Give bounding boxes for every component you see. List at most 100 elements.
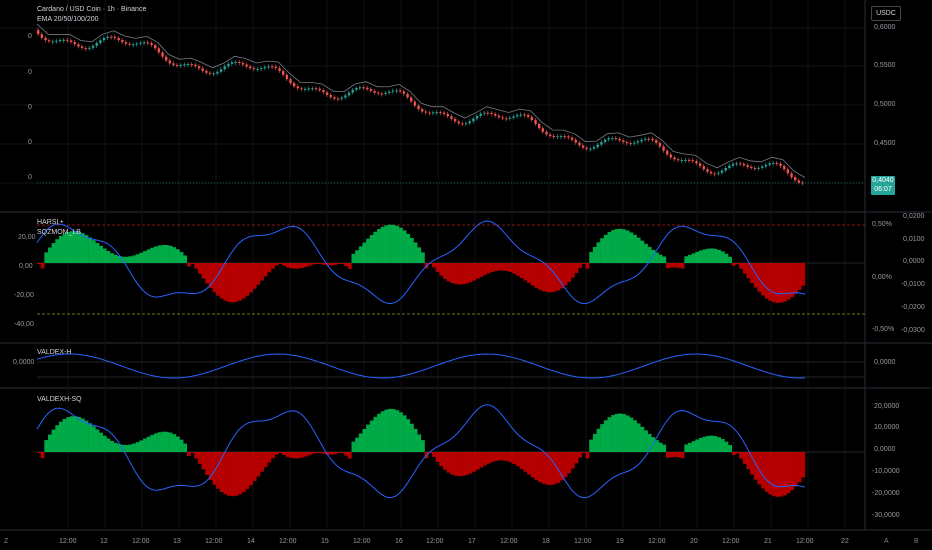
histogram-bar [135, 254, 140, 263]
histogram-bar [468, 452, 473, 474]
histogram-bar [37, 263, 41, 264]
sqzmom-indicator-label[interactable]: SQZMOM_LB [37, 229, 81, 236]
histogram-bar [702, 249, 707, 263]
histogram-bar [636, 237, 641, 263]
harsi-indicator-label[interactable]: HARSI • [37, 219, 63, 226]
candle-body [570, 137, 574, 140]
candle-body [655, 140, 658, 143]
candle-body [395, 90, 398, 92]
candle-body [260, 68, 263, 70]
histogram-bar [172, 434, 177, 452]
histogram-bar [391, 224, 396, 263]
candle-body [110, 36, 113, 38]
candle-body [633, 142, 636, 144]
candle-body [325, 92, 329, 95]
ema-indicator-label[interactable]: EMA 20/50/100/200 [37, 16, 99, 23]
candle-body [742, 163, 746, 166]
histogram-bar [618, 413, 623, 452]
histogram-bar [212, 452, 217, 485]
candle-body [739, 163, 742, 165]
histogram-bar [446, 452, 451, 473]
candle-body [212, 73, 215, 75]
histogram-bar [728, 445, 732, 452]
candle-body [303, 88, 307, 90]
histogram-bar [186, 263, 191, 267]
valdexsq-indicator-label[interactable]: VALDEXH-SQ [37, 396, 82, 403]
histogram-bar [490, 452, 495, 463]
candle-body [69, 40, 73, 43]
zoom-icon[interactable]: Z [4, 538, 9, 545]
histogram-bar [150, 247, 155, 263]
candle-body [783, 165, 786, 170]
candle-body [351, 89, 354, 93]
histogram-bar [208, 452, 213, 481]
candle-body [497, 115, 501, 118]
histogram-bar [227, 452, 231, 496]
candle-body [362, 87, 365, 89]
harsi-left-tick: -40,00 [14, 321, 34, 328]
candle-body [175, 64, 179, 66]
histogram-bar [468, 263, 473, 283]
histogram-bar [47, 247, 52, 263]
histogram-bar [717, 437, 722, 452]
price-left-tick: 0 [28, 174, 32, 181]
candle-body [629, 143, 632, 145]
histogram-bar [691, 441, 696, 452]
auto-scale-icon[interactable]: A [884, 538, 889, 545]
histogram-bar [570, 452, 575, 469]
histogram-bar [205, 263, 210, 284]
candle-body [695, 161, 698, 164]
histogram-bar [362, 428, 367, 452]
histogram-bar [684, 444, 689, 452]
histogram-bar [658, 442, 663, 452]
histogram-bar [329, 263, 334, 266]
candle-body [333, 97, 336, 99]
valdex-left-tick: 0,0000 [13, 359, 35, 366]
histogram-bar [783, 263, 787, 302]
candle-body [713, 173, 716, 175]
histogram-bar [311, 263, 316, 265]
histogram-bar [132, 443, 136, 452]
candle-body [318, 88, 321, 91]
histogram-bar [102, 248, 107, 263]
histogram-bar [772, 452, 776, 497]
histogram-bar [91, 240, 96, 263]
histogram-bar [475, 263, 480, 279]
histogram-bar [501, 263, 506, 271]
candle-body [256, 68, 259, 70]
histogram-bar [768, 452, 773, 495]
histogram-bar [453, 263, 458, 285]
histogram-bar [88, 423, 92, 452]
candle-body [410, 97, 413, 102]
histogram-bar [37, 452, 41, 453]
log-scale-icon[interactable]: B [914, 538, 919, 545]
candle-body [44, 37, 47, 41]
histogram-bar [538, 452, 542, 483]
histogram-bar [490, 263, 495, 272]
candle-body [241, 62, 245, 65]
histogram-bar [175, 436, 180, 452]
histogram-bar [559, 452, 564, 481]
valdex-indicator-label[interactable]: VALDEX-H [37, 349, 72, 356]
histogram-bar [519, 452, 524, 469]
currency-button[interactable]: USDC [871, 6, 901, 21]
histogram-bar [289, 452, 294, 458]
histogram-bar [508, 263, 513, 273]
histogram-bar [219, 263, 224, 299]
histogram-bar [516, 263, 520, 276]
candle-body [439, 112, 442, 114]
histogram-bar [325, 452, 330, 455]
histogram-bar [530, 263, 535, 286]
histogram-bar [475, 452, 480, 470]
histogram-bar [318, 263, 323, 264]
histogram-bar [739, 452, 743, 459]
histogram-bar [494, 452, 498, 461]
candle-body [263, 67, 267, 69]
histogram-bar [402, 230, 407, 263]
histogram-bar [66, 417, 71, 452]
histogram-bar [552, 452, 557, 485]
histogram-bar [216, 263, 220, 296]
candle-body [249, 66, 252, 69]
candle-body [556, 136, 559, 138]
